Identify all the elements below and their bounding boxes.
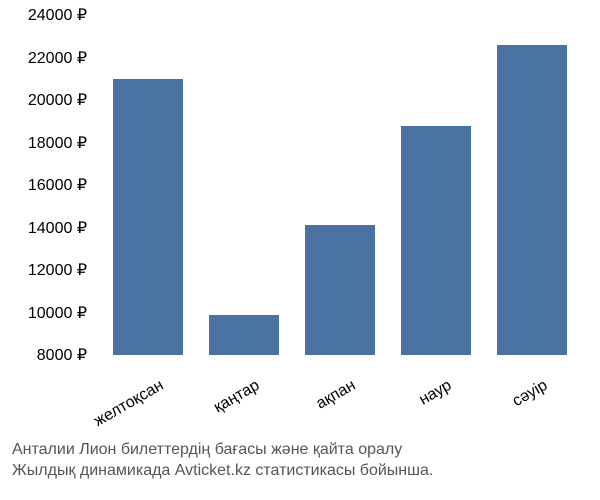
y-tick-label: 22000 ₽	[28, 48, 87, 68]
y-tick-label: 24000 ₽	[28, 5, 87, 25]
bar	[305, 225, 375, 355]
bar	[497, 45, 567, 355]
bar	[209, 315, 279, 355]
y-tick-label: 16000 ₽	[28, 175, 87, 195]
caption-line-1: Анталии Лион билеттердің бағасы және қай…	[12, 439, 433, 461]
y-axis: 8000 ₽10000 ₽12000 ₽14000 ₽16000 ₽18000 …	[0, 15, 95, 355]
x-axis-labels: желтоқсанқаңтарақпаннаурсәуір	[100, 360, 580, 440]
y-tick-label: 20000 ₽	[28, 90, 87, 110]
chart-caption: Анталии Лион билеттердің бағасы және қай…	[12, 439, 433, 482]
y-tick-label: 18000 ₽	[28, 133, 87, 153]
caption-line-2: Жылдық динамикада Avticket.kz статистика…	[12, 460, 433, 482]
bar	[113, 79, 183, 355]
bars-container	[100, 15, 580, 355]
y-tick-label: 8000 ₽	[37, 345, 87, 365]
bar	[401, 126, 471, 356]
y-tick-label: 12000 ₽	[28, 260, 87, 280]
y-tick-label: 10000 ₽	[28, 303, 87, 323]
chart-plot-area	[100, 15, 580, 355]
y-tick-label: 14000 ₽	[28, 218, 87, 238]
x-tick-label: сәуір	[506, 360, 600, 464]
